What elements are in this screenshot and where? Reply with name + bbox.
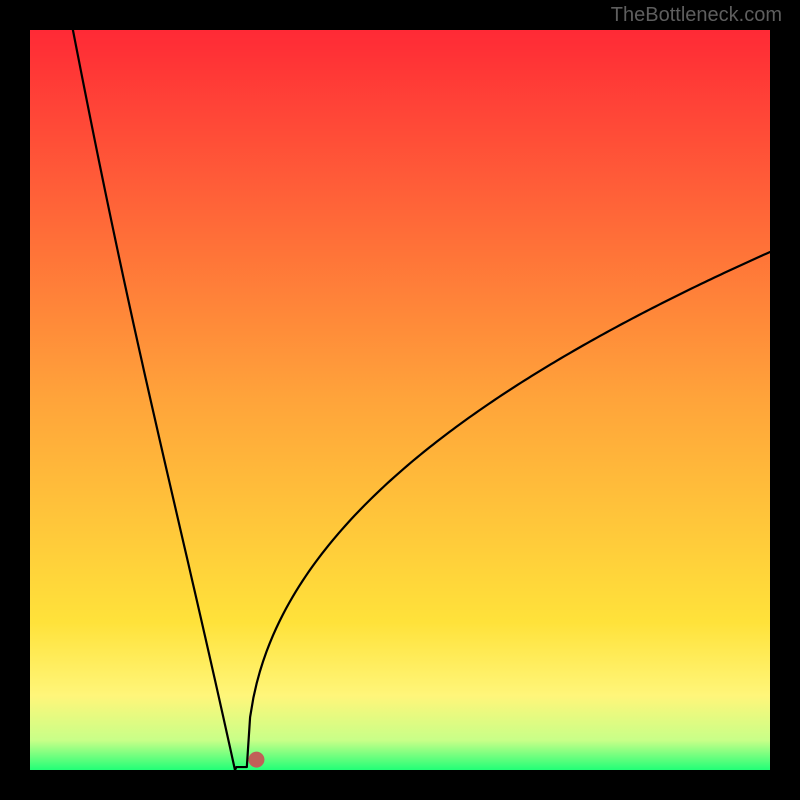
plot-area — [30, 30, 770, 770]
bottleneck-curve — [73, 30, 770, 770]
curve-layer — [30, 30, 770, 770]
optimum-marker — [248, 752, 264, 768]
watermark-text: TheBottleneck.com — [611, 4, 782, 27]
